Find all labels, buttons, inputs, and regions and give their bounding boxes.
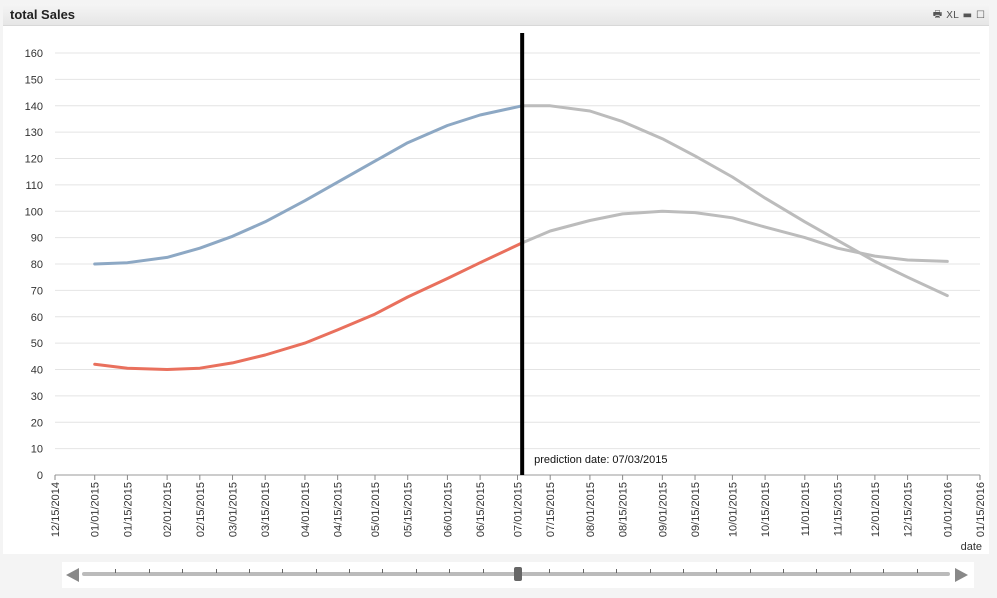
x-tick-label: 10/01/2015: [727, 482, 739, 537]
scrollbar-tickmark: [449, 569, 451, 573]
x-tick-label: 03/01/2015: [228, 482, 240, 537]
scrollbar-tickmark: [282, 569, 284, 573]
actual-series-line: [93, 241, 524, 371]
scrollbar-tickmark: [682, 569, 684, 573]
y-tick-label: 0: [37, 470, 43, 482]
scrollbar-tickmark: [916, 569, 918, 573]
x-tick-label: 08/01/2015: [585, 482, 597, 537]
scrollbar-thumb[interactable]: [514, 567, 522, 581]
prediction-date-label: prediction date: 07/03/2015: [534, 454, 667, 466]
x-tick-label: 04/01/2015: [300, 482, 312, 537]
x-tick-label: 12/15/2014: [50, 482, 62, 537]
line-chart: 0 10 20 30 40 50 60 70 80 90 100 110 120 130 140 150 160…: [25, 33, 987, 553]
scrollbar-tickmark: [783, 569, 785, 573]
y-tick-label: 60: [31, 312, 43, 324]
forecast-series-line: [520, 209, 949, 263]
x-tick-label: 07/01/2015: [513, 482, 525, 537]
scrollbar-tickmark: [849, 569, 851, 573]
scrollbar-tickmark: [415, 569, 417, 573]
scrollbar-tickmark: [582, 569, 584, 573]
y-tick-label: 100: [25, 206, 43, 218]
x-tick-label: 08/15/2015: [618, 482, 630, 537]
y-tick-label: 150: [25, 74, 43, 86]
x-tick-label: 12/15/2015: [903, 482, 915, 537]
x-tick-label: 12/01/2015: [870, 482, 882, 537]
x-axis-scrollbar[interactable]: [62, 562, 974, 588]
x-tick-label: 04/15/2015: [333, 482, 345, 537]
x-tick-label: 11/15/2015: [833, 482, 845, 536]
y-tick-label: 40: [31, 365, 43, 377]
x-tick-label: 11/01/2015: [800, 482, 812, 536]
scrollbar-tickmark: [716, 569, 718, 573]
x-tick-label: 02/01/2015: [162, 482, 174, 537]
maximize-icon[interactable]: ☐: [976, 10, 985, 21]
y-tick-label: 70: [31, 285, 43, 297]
x-axis-label: date: [961, 541, 982, 553]
actual-series-line: [93, 104, 524, 266]
x-tick-label: 02/15/2015: [195, 482, 207, 537]
scroll-right-arrow-icon[interactable]: [955, 568, 968, 582]
chart-title: total Sales: [10, 7, 76, 22]
x-tick-label: 06/15/2015: [475, 482, 487, 537]
y-tick-label: 130: [25, 127, 43, 139]
x-tick-label: 07/15/2015: [545, 482, 557, 537]
y-tick-label: 30: [31, 391, 43, 403]
x-tick-label: 01/01/2015: [90, 482, 102, 537]
x-tick-label: 06/01/2015: [442, 482, 454, 537]
y-tick-label: 90: [31, 233, 43, 245]
scrollbar-tickmark: [215, 569, 217, 573]
scrollbar-tickmark: [749, 569, 751, 573]
x-tick-label: 05/15/2015: [403, 482, 415, 537]
scrollbar-tickmark: [349, 569, 351, 573]
y-tick-label: 140: [25, 101, 43, 113]
chart-panel: 0 10 20 30 40 50 60 70 80 90 100 110 120 130 140 150 160…: [3, 26, 989, 554]
scrollbar-tickmark: [649, 569, 651, 573]
scroll-left-arrow-icon[interactable]: [66, 568, 79, 582]
x-tick-label: 03/15/2015: [260, 482, 272, 537]
x-tick-label: 01/15/2015: [122, 482, 134, 537]
excel-export-icon[interactable]: XL: [946, 10, 959, 21]
x-tick-label: 09/01/2015: [657, 482, 669, 537]
scrollbar-tickmark: [248, 569, 250, 573]
x-tick-label: 10/15/2015: [760, 482, 772, 537]
scrollbar-tickmark: [315, 569, 317, 573]
scrollbar-tickmark: [616, 569, 618, 573]
scrollbar-tickmark: [182, 569, 184, 573]
y-tick-label: 10: [31, 444, 43, 456]
scrollbar-tickmark: [115, 569, 117, 573]
scrollbar-tickmark: [482, 569, 484, 573]
scrollbar-tickmark: [883, 569, 885, 573]
y-tick-label: 80: [31, 259, 43, 271]
print-icon[interactable]: 🖶: [932, 9, 943, 20]
scrollbar-tickmark: [816, 569, 818, 573]
x-tick-label: 05/01/2015: [370, 482, 382, 537]
y-tick-label: 20: [31, 417, 43, 429]
y-tick-label: 110: [25, 180, 43, 192]
minimize-icon[interactable]: ▬: [962, 10, 973, 21]
y-tick-label: 50: [31, 338, 43, 350]
forecast-series-line: [520, 104, 949, 298]
y-tick-label: 160: [25, 48, 43, 60]
x-tick-label: 09/15/2015: [690, 482, 702, 537]
x-tick-label: 01/01/2016: [942, 482, 954, 537]
y-tick-label: 120: [25, 154, 43, 166]
scrollbar-tickmark: [382, 569, 384, 573]
scrollbar-tickmark: [148, 569, 150, 573]
titlebar-icons: 🖶 XL ▬ ☐: [933, 7, 985, 24]
scrollbar-tickmark: [549, 569, 551, 573]
x-tick-label: 01/15/2016: [975, 482, 987, 537]
chart-titlebar: total Sales 🖶 XL ▬ ☐: [3, 4, 989, 26]
